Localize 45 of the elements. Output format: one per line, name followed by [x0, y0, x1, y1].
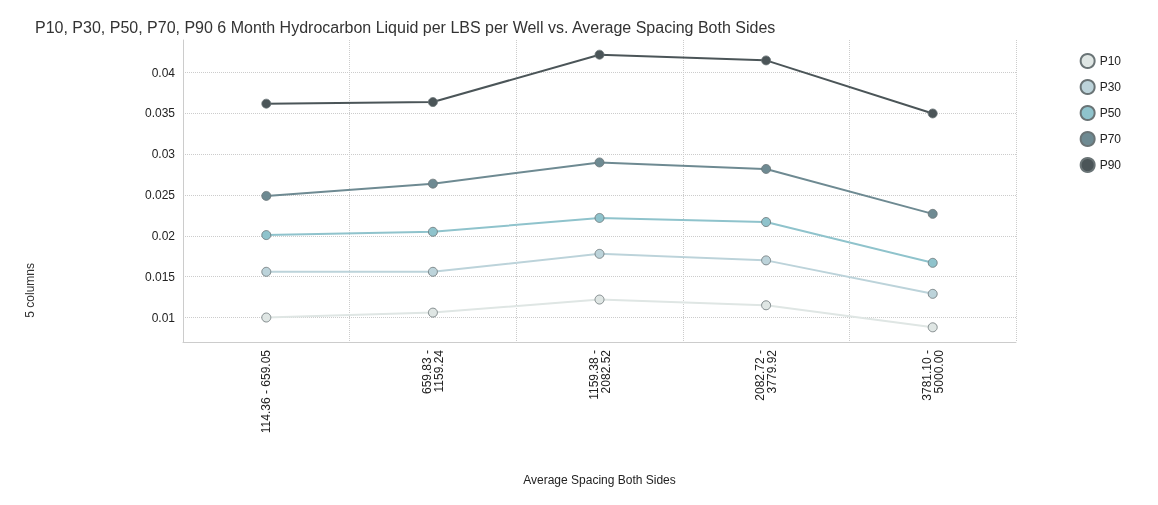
point: [927, 208, 938, 219]
y-tick-label: 0.035: [144, 106, 176, 121]
point: [261, 312, 272, 323]
y-tick-label: 0.04: [151, 65, 176, 80]
text: 5 columns: [23, 262, 37, 318]
legend-label: P10: [1099, 54, 1122, 68]
legend-label: P30: [1099, 80, 1122, 94]
x-tick-label: 659.83 - 1159.24: [419, 349, 446, 395]
point: [261, 266, 272, 277]
point: [594, 49, 605, 60]
point: [761, 55, 771, 66]
x-axis-title: Average Spacing Both Sides: [523, 473, 676, 487]
point: [261, 191, 272, 201]
x-tick-label: 114.36 - 659.05: [259, 349, 274, 434]
point: [428, 226, 438, 237]
point: [428, 266, 438, 277]
legend-label: P90: [1099, 158, 1122, 172]
point: [927, 288, 938, 299]
y-tick-label: 0.025: [144, 188, 176, 203]
chart-title: P10, P30, P50, P70, P90 6 Month Hydrocarbon Liquid per LBS per Well vs. Average Spacing Both Sides: [35, 18, 776, 36]
point: [761, 164, 771, 174]
x-tick-label: 3781.10 - 5000.00: [919, 349, 946, 401]
point: [428, 307, 438, 318]
point: [927, 257, 938, 268]
point: [927, 322, 938, 333]
point: [761, 217, 771, 227]
y-tick-label: 0.015: [144, 269, 176, 284]
y-tick-label: 0.02: [151, 228, 176, 243]
x-tick-label: 2082.72 - 3779.92: [753, 349, 780, 401]
point: [594, 213, 605, 223]
point: [761, 255, 771, 266]
legend-label: P70: [1099, 132, 1122, 146]
point: [594, 248, 605, 259]
point: [594, 294, 605, 305]
point: [261, 230, 272, 240]
point: [761, 300, 771, 311]
legend-label: P50: [1099, 106, 1122, 120]
y-tick-label: 0.03: [151, 147, 176, 162]
x-tick-label: 1159.38 - 2082.52: [586, 349, 613, 400]
point: [594, 157, 605, 168]
point: [927, 108, 938, 119]
point: [261, 98, 272, 109]
point: [428, 97, 438, 107]
point: [428, 178, 438, 189]
y-tick-label: 0.01: [151, 310, 176, 325]
